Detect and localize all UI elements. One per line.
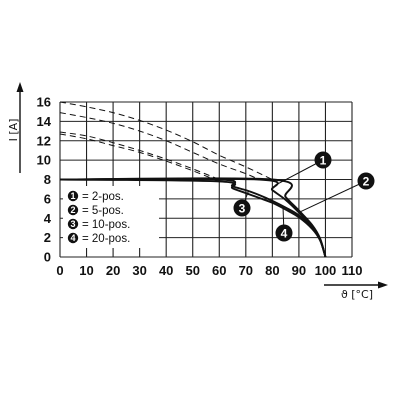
legend-label: = 5-pos. [82, 205, 124, 217]
dashed-curve-4 [59, 133, 220, 182]
legend-marker-circle [67, 232, 79, 244]
y-tick-label: 0 [44, 250, 51, 265]
legend-marker-circle [67, 204, 79, 216]
legend-marker-number: 1 [70, 191, 75, 201]
x-tick-label: 10 [79, 263, 93, 278]
x-tick-label: 20 [106, 263, 120, 278]
dashed-curve-3 [59, 131, 220, 180]
x-tick-label: 0 [56, 263, 63, 278]
y-tick-label: 4 [44, 211, 52, 226]
solid-curves [59, 177, 327, 258]
legend-marker-number: 4 [70, 233, 75, 243]
x-tick-label: 80 [265, 263, 279, 278]
callout-marker-circle [275, 224, 293, 242]
legend-label: = 20-pos. [82, 233, 130, 245]
y-axis-arrowhead [16, 82, 24, 92]
callout-marker-circle [357, 172, 375, 190]
legend: 1 = 2-pos. 2 = 5-pos. 3 = 10-pos. 4 = 20-pos. [63, 186, 159, 248]
solid-curve-4 [59, 178, 327, 258]
legend-marker-number: 3 [70, 219, 75, 229]
callout-leader-line [274, 159, 324, 186]
x-tick-label: 90 [292, 263, 306, 278]
x-tick-label: 40 [159, 263, 173, 278]
dashed-curve-1 [59, 101, 273, 180]
callout-marker-number: 4 [281, 226, 288, 240]
y-axis-title: I [A] [7, 119, 20, 142]
x-tick-label: 60 [212, 263, 226, 278]
callout-marker-number: 2 [363, 174, 370, 188]
x-tick-label: 110 [342, 263, 363, 278]
callouts: 1 2 3 4 [233, 151, 375, 242]
y-tick-label: 14 [37, 114, 52, 129]
legend-background [63, 186, 159, 248]
legend-marker-number: 2 [70, 205, 75, 215]
legend-marker-circle [67, 218, 79, 230]
callout-marker-circle [233, 199, 251, 217]
legend-label: = 10-pos. [82, 219, 130, 231]
y-tick-label: 2 [44, 230, 51, 245]
y-tick-label: 10 [37, 153, 51, 168]
legend-label: = 2-pos. [82, 191, 124, 203]
legend-marker-circle [67, 190, 79, 202]
x-tick-label: 50 [185, 263, 199, 278]
callout-marker-number: 1 [320, 153, 327, 167]
y-tick-label: 8 [44, 172, 51, 187]
y-tick-label: 16 [37, 95, 51, 110]
callout-leader-line [298, 180, 367, 213]
x-tick-label: 100 [315, 263, 337, 278]
callout-marker-circle [314, 151, 332, 169]
x-tick-label: 30 [132, 263, 146, 278]
y-tick-label: 6 [44, 191, 51, 206]
axes [16, 82, 388, 289]
y-tick-label: 12 [37, 133, 51, 148]
dashed-curve-2 [59, 112, 260, 180]
x-axis-title: ϑ [°C] [341, 288, 373, 301]
dashed-curves [59, 101, 273, 182]
x-tick-label: 70 [239, 263, 253, 278]
callout-marker-number: 3 [239, 201, 246, 215]
x-axis-arrowhead [378, 281, 388, 289]
